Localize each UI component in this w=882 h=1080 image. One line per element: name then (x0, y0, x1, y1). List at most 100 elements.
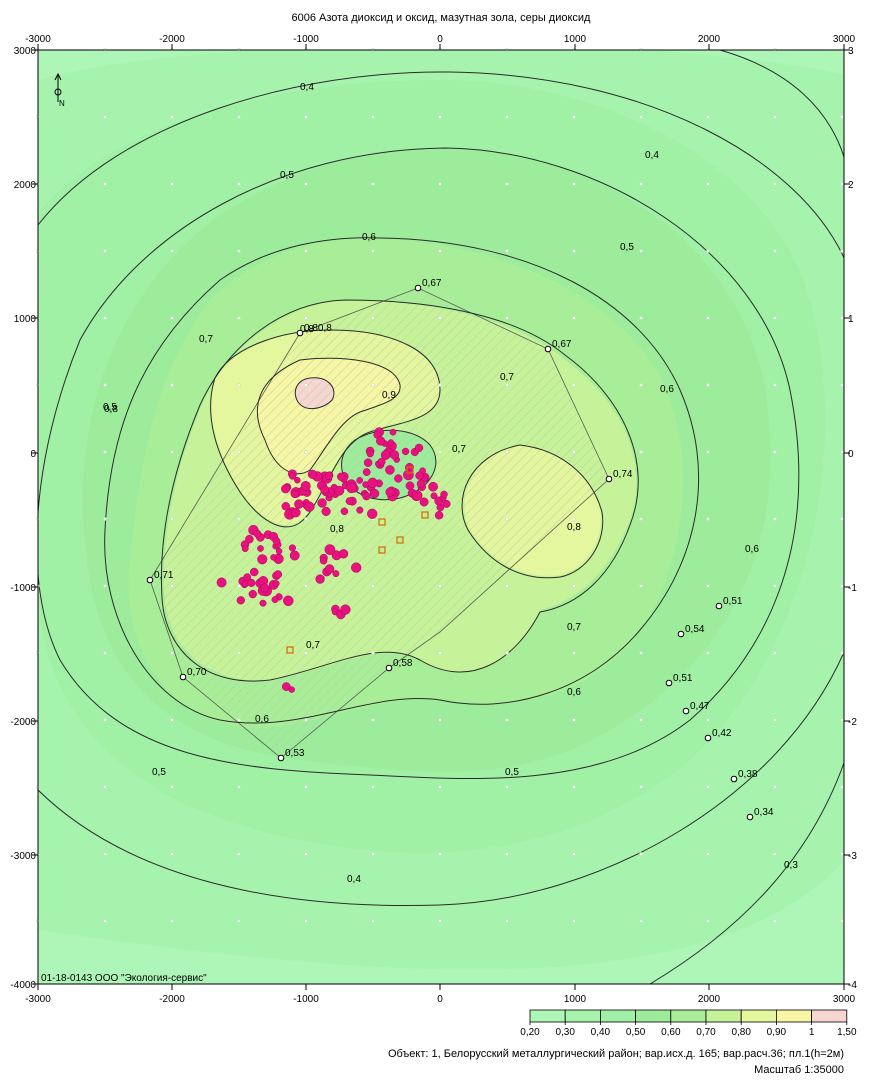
grid-dot (505, 651, 509, 655)
grid-dot (438, 450, 442, 454)
emission-source (430, 492, 438, 500)
x-axis-label-bottom: -2000 (159, 994, 185, 1005)
grid-dot (773, 517, 777, 521)
isoline-0-3b (649, 761, 844, 984)
contour-label: 0,7 (306, 640, 320, 651)
grid-dot (170, 450, 174, 454)
legend-swatch (529, 1009, 566, 1023)
grid-dot (639, 383, 643, 387)
point-marker (605, 475, 613, 483)
grid-dot (505, 450, 509, 454)
grid-dot (237, 785, 241, 789)
grid-dot (505, 919, 509, 923)
emission-source (367, 477, 378, 488)
emission-source (362, 492, 371, 501)
grid-dot (706, 450, 710, 454)
grid-dot (706, 852, 710, 856)
emission-source (377, 457, 386, 466)
point-label: 0,67 (422, 278, 442, 289)
grid-dot (706, 115, 710, 119)
calculation-point: 0,51 (715, 596, 743, 610)
grid-dot (706, 383, 710, 387)
grid-dot (304, 852, 308, 856)
emission-source (315, 574, 325, 584)
grid-dot (237, 450, 241, 454)
legend-label: 0,60 (661, 1027, 681, 1038)
map-frame (37, 49, 845, 985)
grid-dot (505, 115, 509, 119)
emission-source (260, 583, 270, 593)
grid-dot (237, 584, 241, 588)
x-axis-label-bottom: 2000 (698, 994, 721, 1005)
grid-dot (572, 718, 576, 722)
grid-dot (706, 182, 710, 186)
x-axis-label-top: 1000 (564, 34, 587, 45)
grid-dot (103, 852, 107, 856)
isoline-0-3 (719, 50, 844, 159)
grid-dot (170, 852, 174, 856)
grid-dot (639, 651, 643, 655)
grid-dot (438, 651, 442, 655)
emission-source (307, 469, 317, 479)
grid-dot (505, 718, 509, 722)
point-label: 0,80,8 (304, 323, 332, 334)
emission-source (340, 507, 349, 516)
scale-info: Масштаб 1:35000 (754, 1064, 844, 1076)
isoline-0-6 (104, 237, 700, 724)
point-marker (715, 602, 723, 610)
y-axis-label-left: 2000 (14, 180, 37, 191)
legend-label: 1 (809, 1027, 815, 1038)
legend-swatch (776, 1009, 813, 1023)
grid-dot (170, 115, 174, 119)
grid-dot (773, 718, 777, 722)
grid-dot (170, 383, 174, 387)
calculation-point: 0,74 (605, 469, 633, 483)
emission-source (320, 485, 330, 495)
emission-sources (216, 427, 451, 693)
point-label: 0,67 (552, 339, 572, 350)
y-axis-label-left: -4000 (10, 980, 36, 991)
emission-source (249, 567, 259, 577)
grid-dot (505, 249, 509, 253)
calculation-point: 0,51 (665, 673, 693, 687)
point-label: 0,54 (685, 624, 705, 635)
point-marker (277, 754, 285, 762)
emission-source (411, 490, 423, 501)
emission-source (363, 458, 373, 467)
grid-dot (237, 651, 241, 655)
contour-label: 0,4 (300, 82, 314, 93)
legend-label: 0,40 (591, 1027, 611, 1038)
calculation-point: 0,54 (677, 624, 705, 638)
emission-source (257, 554, 268, 565)
contour-label: 0,5 (103, 402, 117, 413)
legend-label: 0,20 (520, 1027, 540, 1038)
grid-dot (103, 383, 107, 387)
area-source-marker (421, 511, 429, 519)
emission-source (419, 497, 429, 507)
grid-dot (505, 852, 509, 856)
emission-source (245, 534, 254, 544)
grid-dot (706, 584, 710, 588)
grid-dot (773, 182, 777, 186)
y-axis-label-right: -1 (848, 583, 857, 594)
emission-source (351, 562, 362, 573)
grid-dot (572, 115, 576, 119)
grid-dot (371, 316, 375, 320)
grid-dot (103, 651, 107, 655)
point-marker (682, 707, 690, 715)
isoline-0-7b (341, 429, 437, 501)
grid-dot (438, 718, 442, 722)
grid-dot (103, 584, 107, 588)
isoline-0-7 (160, 299, 639, 682)
point-marker (665, 679, 673, 687)
grid-dot (840, 450, 844, 454)
isoline-0-4 (38, 71, 844, 260)
grid-dot (170, 718, 174, 722)
grid-dot (572, 316, 576, 320)
contour-label: 0,4 (645, 150, 659, 161)
object-info: Объект: 1, Белорусский металлургический … (387, 1048, 844, 1060)
legend-label: 0,70 (696, 1027, 716, 1038)
emission-source (288, 544, 296, 552)
x-axis-label-bottom: -1000 (293, 994, 319, 1005)
